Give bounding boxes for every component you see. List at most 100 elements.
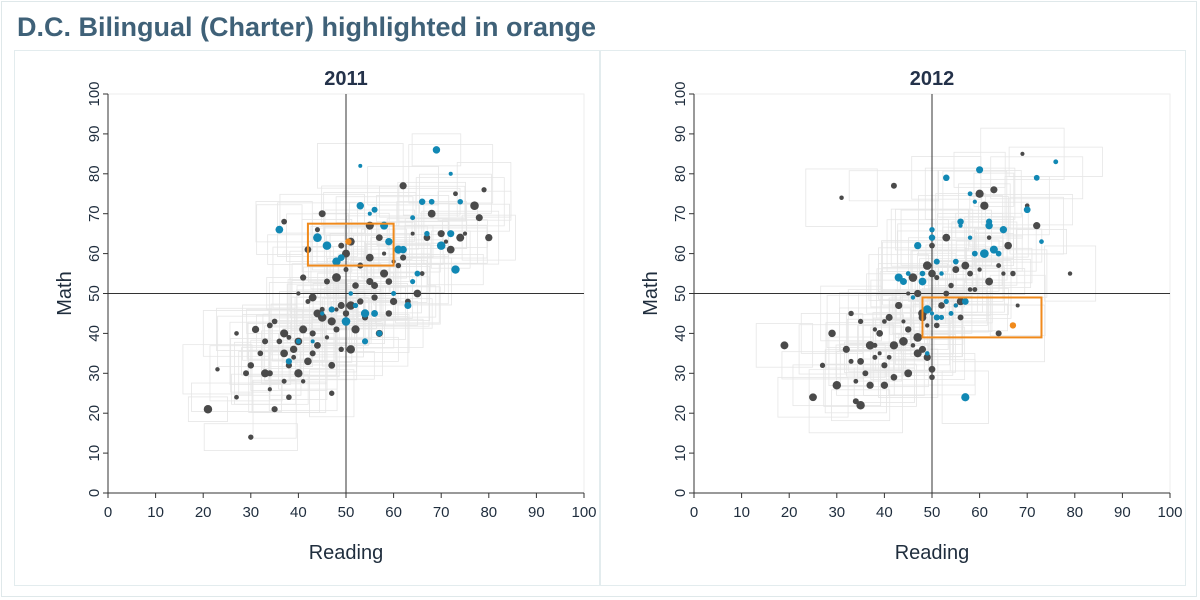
charter-school-point [995, 250, 1002, 257]
y-tick-label: 0 [86, 489, 103, 497]
other-school-point [351, 325, 360, 334]
other-school-point [314, 227, 320, 233]
uncertainty-box [252, 379, 297, 439]
charter-school-point [953, 303, 958, 308]
y-tick-label: 80 [86, 165, 103, 182]
other-school-point [456, 233, 465, 242]
charter-school-point [448, 171, 453, 176]
other-school-point [234, 331, 239, 336]
other-school-point [890, 182, 897, 189]
uncertainty-box [251, 381, 327, 413]
other-school-point [956, 297, 965, 306]
charter-school-point [352, 302, 359, 309]
other-school-point [470, 201, 479, 211]
other-school-point [923, 353, 931, 361]
y-tick-label: 50 [672, 285, 689, 302]
charter-school-point [361, 338, 369, 345]
x-tick-label: 100 [571, 504, 596, 521]
charter-school-point [360, 309, 370, 318]
uncertainty-box [942, 170, 1008, 233]
y-tick-label: 20 [672, 405, 689, 422]
x-tick-label: 90 [1114, 504, 1131, 521]
other-school-point [365, 253, 374, 262]
x-tick-label: 100 [1157, 504, 1182, 521]
charter-school-point [376, 330, 383, 337]
charter-school-point [429, 199, 435, 205]
highlight-range-box [306, 222, 395, 267]
uncertainty-box [878, 348, 939, 398]
other-school-point [942, 233, 951, 242]
charter-school-point [432, 146, 441, 154]
uncertainty-box [279, 193, 365, 234]
other-school-point [419, 271, 425, 276]
other-school-point [346, 345, 356, 354]
other-school-point [337, 301, 345, 310]
other-school-point [332, 273, 341, 282]
charter-school-point [938, 314, 945, 320]
charter-school-point [328, 306, 335, 313]
charter-school-point [1033, 174, 1040, 181]
charter-school-point [923, 305, 932, 314]
other-school-point [880, 381, 889, 389]
other-school-point [928, 269, 936, 278]
uncertainty-box [456, 162, 512, 218]
uncertainty-box [379, 185, 466, 218]
uncertainty-box [876, 268, 931, 295]
other-school-point [300, 274, 307, 281]
uncertainty-box [800, 313, 864, 354]
other-school-point [934, 274, 940, 281]
other-school-point [853, 378, 859, 384]
other-school-point [895, 301, 903, 310]
y-tick-label: 90 [672, 126, 689, 143]
other-school-point [938, 302, 945, 309]
charter-school-series [894, 159, 1059, 402]
charter-school-point [322, 241, 332, 250]
other-school-point [967, 270, 974, 277]
other-school-point [266, 370, 273, 377]
other-school-point [215, 367, 220, 372]
other-school-point [975, 189, 984, 198]
other-school-point [443, 239, 449, 244]
other-school-point [918, 345, 927, 353]
other-school-point [922, 261, 932, 270]
charter-school-point [929, 311, 935, 316]
other-school-point [346, 301, 356, 310]
x-tick-label: 80 [480, 504, 497, 521]
other-school-point [990, 186, 998, 194]
charter-school-point [436, 241, 446, 250]
other-school-point [890, 373, 898, 381]
y-tick-label: 60 [86, 245, 103, 262]
charter-school-point [933, 314, 940, 321]
charter-school-point [285, 358, 292, 365]
other-school-point [389, 297, 398, 306]
other-school-point [1001, 271, 1006, 276]
other-school-point [952, 266, 960, 274]
other-school-point [357, 298, 364, 305]
other-school-point [294, 369, 303, 378]
charter-school-point [929, 226, 935, 233]
other-school-point [933, 322, 940, 329]
other-school-point [286, 334, 292, 340]
other-school-point [395, 262, 402, 269]
other-school-point [413, 289, 422, 298]
uncertainty-box [913, 294, 989, 333]
other-school-point [986, 235, 992, 240]
other-school-point [856, 401, 865, 410]
charter-school-point [371, 206, 378, 213]
uncertainty-box [321, 185, 400, 226]
uncertainty-box [268, 310, 357, 373]
charter-school-point [971, 250, 978, 257]
other-school-point [906, 291, 911, 296]
other-school-point [276, 338, 283, 345]
other-school-point [972, 287, 978, 292]
y-tick-label: 30 [86, 365, 103, 382]
other-school-point [885, 313, 893, 321]
uncertainty-box [981, 194, 1074, 226]
other-school-point [980, 201, 989, 210]
other-school-point [266, 322, 273, 329]
uncertainty-box [203, 423, 298, 451]
other-school-point [862, 370, 869, 377]
charter-school-point [358, 163, 363, 168]
other-school-point [877, 351, 882, 356]
